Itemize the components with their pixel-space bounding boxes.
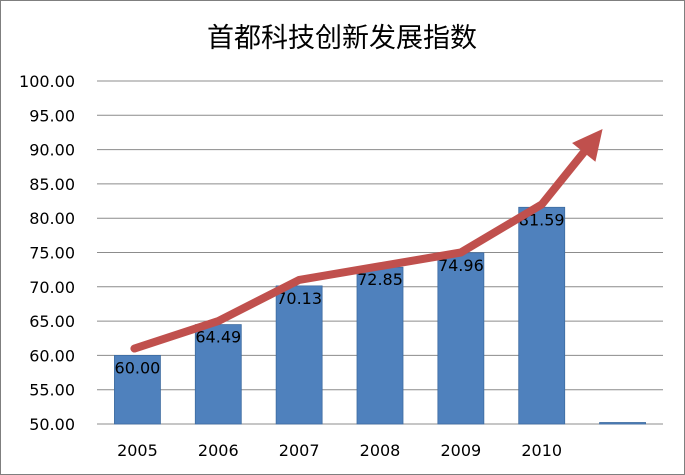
bar	[599, 422, 646, 425]
y-tick-label: 75.00	[29, 244, 75, 263]
y-tick-label: 90.00	[29, 141, 75, 160]
x-tick-label: 2008	[360, 441, 401, 460]
y-tick-label: 95.00	[29, 106, 75, 125]
y-tick-label: 80.00	[29, 209, 75, 228]
y-tick-label: 65.00	[29, 312, 75, 331]
bars	[114, 206, 646, 425]
data-label: 60.00	[115, 358, 161, 377]
x-tick-label: 2010	[521, 441, 562, 460]
data-label: 64.49	[195, 328, 241, 347]
x-tick-label: 2006	[198, 441, 239, 460]
y-tick-label: 100.00	[19, 72, 75, 91]
data-label: 70.13	[276, 289, 322, 308]
data-label: 74.96	[438, 256, 484, 275]
x-tick-label: 2007	[279, 441, 320, 460]
trend-arrow-line	[130, 146, 589, 353]
y-tick-label: 55.00	[29, 381, 75, 400]
y-tick-label: 60.00	[29, 346, 75, 365]
x-axis-tick-labels: 2005 2006 2007 2008 2009 2010	[117, 441, 562, 460]
y-axis-tick-labels: 50.00 55.00 60.00 65.00 70.00 75.00 80.00 85.00…	[19, 72, 75, 434]
y-tick-label: 70.00	[29, 278, 75, 297]
bar	[437, 252, 485, 425]
bar	[114, 354, 161, 425]
bar	[275, 285, 323, 425]
y-tick-label: 85.00	[29, 175, 75, 194]
trend-arrow	[130, 129, 603, 353]
bar	[356, 266, 404, 425]
trend-arrow-head	[572, 129, 603, 162]
bar	[194, 324, 242, 425]
y-tick-label: 50.00	[29, 415, 75, 434]
bar	[518, 206, 566, 425]
x-tick-label: 2009	[440, 441, 481, 460]
chart-title: 首都科技创新发展指数	[207, 23, 477, 54]
x-tick-label: 2005	[117, 441, 158, 460]
data-label: 72.85	[357, 270, 403, 289]
